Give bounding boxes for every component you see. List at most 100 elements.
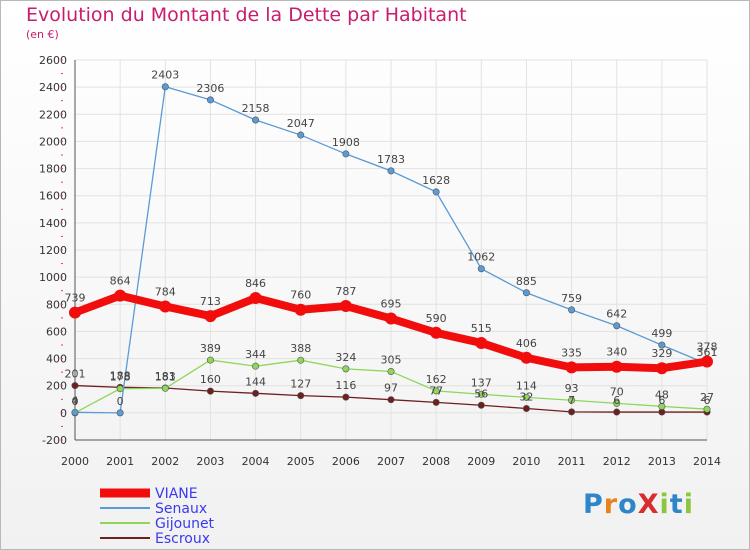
data-point-gijounet (477, 390, 485, 398)
data-point-viane (655, 362, 668, 375)
data-label-viane: 784 (155, 285, 176, 298)
data-point-senaux (71, 408, 79, 416)
data-point-senaux (297, 131, 305, 139)
data-label-gijounet: 137 (471, 376, 492, 389)
data-label-viane: 406 (516, 337, 537, 350)
data-point-senaux (206, 96, 214, 104)
data-label-senaux: 361 (697, 346, 718, 359)
legend-label-viane: VIANE (155, 486, 198, 502)
data-point-viane (475, 336, 488, 349)
data-label-senaux: 642 (606, 308, 627, 321)
logo-letter: t (669, 489, 684, 520)
x-tick-label: 2014 (693, 455, 721, 468)
data-label-gijounet: 70 (610, 385, 624, 398)
data-label-escroux: 6 (658, 394, 665, 407)
data-point-escroux (252, 389, 260, 397)
data-label-senaux: 2047 (287, 117, 315, 130)
data-label-escroux: 56 (474, 387, 488, 400)
data-label-gijounet: 181 (155, 370, 176, 383)
data-label-senaux: 2158 (242, 102, 270, 115)
y-tick-label: -200 (42, 434, 67, 447)
x-tick-label: 2009 (467, 455, 495, 468)
data-point-gijounet (522, 393, 530, 401)
data-point-gijounet (252, 362, 260, 370)
data-label-escroux: 160 (200, 373, 221, 386)
y-tick-label: 0 (60, 407, 67, 420)
data-label-senaux: 0 (117, 395, 124, 408)
data-label-viane: 760 (290, 289, 311, 302)
x-tick-label: 2010 (512, 455, 540, 468)
y-tick-label: 800 (46, 298, 67, 311)
x-tick-label: 2013 (648, 455, 676, 468)
data-label-escroux: 183 (155, 370, 176, 383)
x-tick-label: 2011 (558, 455, 586, 468)
logo-letter: r (603, 489, 619, 520)
data-point-viane (565, 361, 578, 374)
logo-letter: X (637, 489, 660, 520)
data-point-senaux (252, 116, 260, 124)
data-label-senaux: 2403 (151, 69, 179, 82)
data-point-viane (69, 306, 81, 319)
data-point-escroux (206, 387, 214, 395)
data-label-senaux: 499 (651, 327, 672, 340)
data-label-viane: 787 (335, 285, 356, 298)
data-point-viane (294, 303, 307, 316)
y-tick-label: 2200 (39, 108, 67, 121)
data-point-escroux (568, 408, 576, 416)
data-point-gijounet (703, 405, 711, 413)
data-point-senaux (658, 341, 666, 349)
y-tick-label: 1800 (39, 163, 67, 176)
x-tick-label: 2001 (106, 455, 134, 468)
data-point-senaux (342, 150, 350, 158)
data-point-senaux (522, 289, 530, 297)
data-point-viane (520, 351, 533, 364)
data-point-escroux (522, 405, 530, 413)
data-point-escroux (613, 408, 621, 416)
legend-label-senaux: Senaux (155, 501, 207, 517)
data-label-senaux: 1062 (467, 251, 495, 264)
data-label-gijounet: 93 (565, 382, 579, 395)
chart-subtitle: (en €) (26, 28, 59, 41)
proxiti-logo: ProXiti (583, 489, 694, 520)
data-labels: 201 188 183 160 144 127 116 97 77 56 32 7 6 6 6 0 178 181… (65, 69, 718, 408)
data-label-viane: 713 (200, 295, 221, 308)
data-label-viane: 340 (606, 346, 627, 359)
data-point-gijounet (432, 387, 440, 395)
data-label-escroux: 116 (335, 379, 356, 392)
data-label-escroux: 77 (429, 384, 443, 397)
data-point-gijounet (161, 384, 169, 392)
data-point-senaux (568, 306, 576, 314)
data-point-viane (610, 360, 623, 373)
data-label-gijounet: 114 (516, 379, 537, 392)
y-tick-label: 1200 (39, 244, 67, 257)
data-label-senaux: 759 (561, 292, 582, 305)
data-label-viane: 329 (651, 347, 672, 360)
data-point-senaux (613, 322, 621, 330)
data-point-gijounet (297, 356, 305, 364)
data-point-escroux (387, 396, 395, 404)
data-label-gijounet: 388 (290, 342, 311, 355)
data-point-gijounet (658, 402, 666, 410)
y-tick-label: 1600 (39, 190, 67, 203)
data-label-viane: 515 (471, 322, 492, 335)
legend-label-gijounet: Gijounet (155, 516, 215, 532)
y-tick-label: 2400 (39, 81, 67, 94)
data-label-gijounet: 0 (72, 395, 79, 408)
series-lines (69, 83, 713, 417)
data-label-senaux: 4 (72, 394, 79, 407)
data-point-gijounet (116, 385, 124, 393)
data-point-escroux (342, 393, 350, 401)
data-point-viane (159, 300, 172, 313)
x-tick-label: 2000 (61, 455, 89, 468)
data-point-viane (385, 312, 397, 325)
x-tick-label: 2007 (377, 455, 405, 468)
data-label-viane: 846 (245, 277, 266, 290)
data-label-gijounet: 162 (426, 373, 447, 386)
data-point-escroux (477, 401, 485, 409)
data-point-senaux (477, 265, 485, 273)
x-tick-label: 2012 (603, 455, 631, 468)
data-point-viane (701, 355, 713, 368)
data-label-gijounet: 344 (245, 348, 266, 361)
